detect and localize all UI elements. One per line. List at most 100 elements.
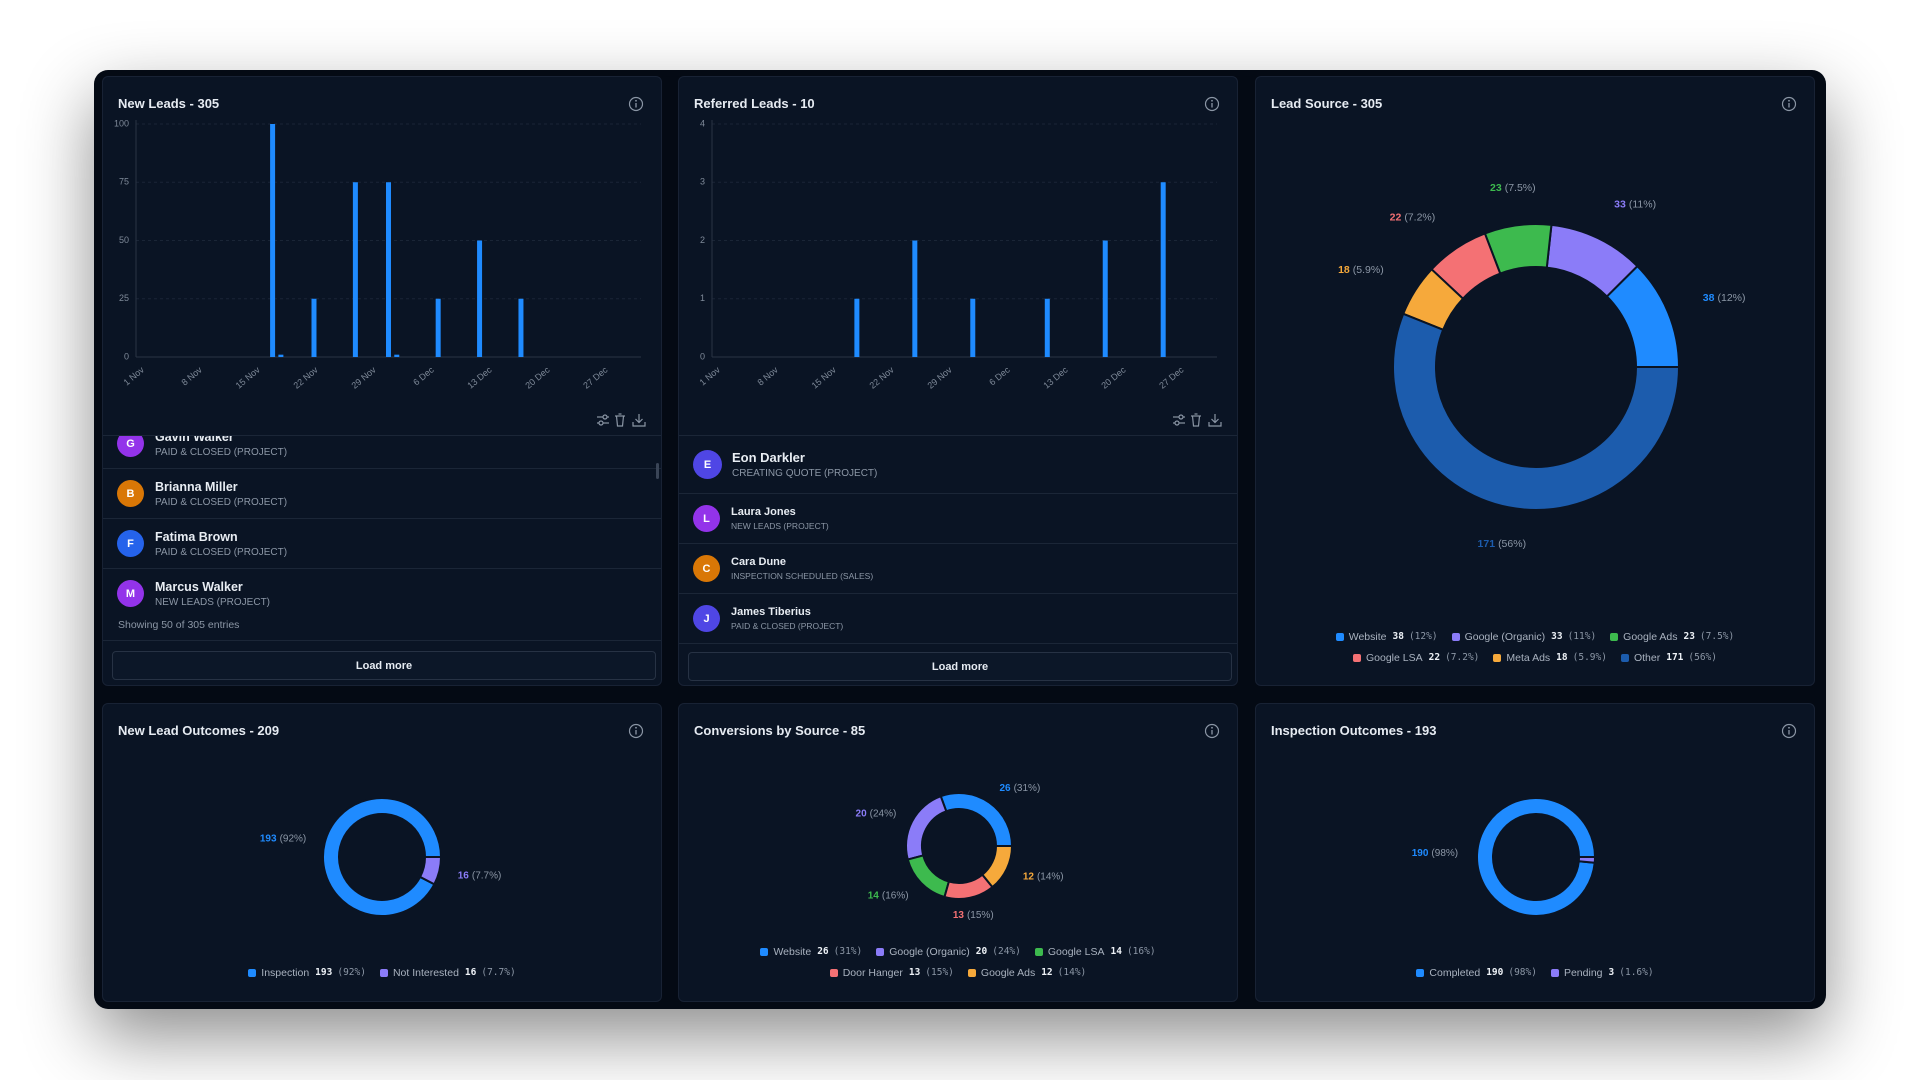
lead-row: E Eon Darkler CREATING QUOTE (PROJECT) [679,436,1237,494]
data-label-value: 23 [1490,182,1502,194]
y-tick-label: 100 [114,118,129,128]
y-tick-label: 1 [700,293,705,303]
data-label-value: 16 [458,870,470,881]
legend-label: Google LSA [1047,945,1105,958]
data-label: 20 (24%) [856,808,897,819]
legend-item: Google Ads 12 (14%) [967,967,1086,979]
legend-row: Website 38 (12%) Google (Organic) 33 (11%) Goo… [1256,626,1814,647]
bar [278,354,284,357]
legend-value: 12 [1041,967,1053,978]
legend-label: Not Interested [392,966,459,979]
delete-icon[interactable] [615,413,625,427]
legend-swatch [967,968,976,977]
legend-swatch [1610,632,1619,641]
legend-label: Door Hanger [842,966,903,979]
legend-label: Other [1633,651,1661,664]
donut-segment [980,845,1014,889]
legend-value: 193 [315,967,333,978]
info-icon[interactable] [1204,96,1220,112]
data-label: 18 (5.9%) [1338,264,1384,276]
lead-name: Eon Darkler [732,450,805,465]
y-tick-label: 0 [700,351,705,361]
legend-item: Pending 3 (1.6%) [1550,967,1654,979]
legend-item: Door Hanger 13 (15%) [829,966,954,979]
info-icon[interactable] [1204,723,1220,739]
lead-text: James Tiberius PAID & CLOSED (PROJECT) [731,606,843,631]
legend-value: 16 [464,967,477,978]
lead-status: INSPECTION SCHEDULED (SALES) [731,571,874,581]
legend-swatch [379,968,388,977]
legend-item: Google LSA 14 (16%) [1034,945,1156,958]
y-tick-label: 75 [119,177,129,187]
legend-label: Google (Organic) [1464,630,1546,643]
bar-chart: 0 25 50 75 100 1 Nov 8 Nov 15 Nov 22 Nov 29 Nov 6 … [114,118,641,391]
inspection-outcomes-panel: 190 (98%) Inspection Outcomes - 193 Compl… [1255,703,1815,1002]
legend-value: 3 [1608,967,1615,978]
x-tick-label: 13 Dec [1041,364,1070,390]
info-icon[interactable] [628,96,644,112]
legend-label: Google LSA [1365,651,1423,664]
lead-row: M Marcus Walker NEW LEADS (PROJECT) [103,569,661,617]
download-icon[interactable] [632,414,646,427]
lead-row: F Fatima Brown PAID & CLOSED (PROJECT) [103,519,661,569]
data-label-percent: (14%) [1037,871,1064,882]
legend-row: Inspection 193 (92%) Not Interested 16 (7.7%) [103,962,661,983]
scrollbar[interactable] [656,463,659,479]
delete-icon[interactable] [1191,413,1201,427]
legend-swatch [1416,968,1425,977]
data-label-percent: (24%) [870,808,897,819]
panel-title: Inspection Outcomes - 193 [1271,723,1437,738]
info-icon[interactable] [1781,723,1797,739]
bar [518,298,524,357]
donut-segment [905,794,948,861]
legend-percent: (15%) [925,967,954,978]
x-tick-label: 1 Nov [122,364,147,387]
panel-title: Conversions by Source - 85 [694,723,866,738]
donut-chart: 38 (12%) 33 (11%) 23 (7.5%) 22 (7.2%) 18 (5.9%) 17… [1338,182,1745,550]
data-label-percent: (56%) [1498,538,1526,550]
data-label-percent: (5.9%) [1353,264,1384,276]
download-icon[interactable] [1208,414,1222,427]
legend-swatch [1451,632,1460,641]
x-tick-label: 6 Dec [987,364,1012,387]
chart-toolbar [1173,413,1222,427]
data-label: 12 (14%) [1023,871,1064,882]
donut-segment [1577,856,1597,864]
bar [394,354,400,357]
x-tick-label: 29 Nov [349,364,378,390]
bar [386,182,391,357]
lead-list-inner: G Gavin Walker PAID & CLOSED (PROJECT) B Bri… [103,436,661,617]
filter-icon[interactable] [597,414,609,426]
bar [854,298,860,357]
legend-value: 14 [1110,946,1122,957]
lead-name: Laura Jones [731,506,796,518]
legend-value: 13 [908,967,921,978]
legend-percent: (7.7%) [481,967,516,978]
x-tick-label: 1 Nov [698,364,723,387]
divider [103,640,661,641]
data-label: 13 (15%) [953,910,994,921]
legend-percent: (56%) [1688,652,1717,663]
info-icon[interactable] [1781,96,1797,112]
y-tick-label: 25 [119,293,129,303]
legend-percent: (7.5%) [1699,631,1735,642]
lead-name: Fatima Brown [155,529,238,544]
legend-item: Google (Organic) 20 (24%) [876,946,1021,958]
data-label-percent: (7.2%) [1404,211,1435,223]
data-label: 33 (11%) [1614,198,1656,210]
load-more-button[interactable]: Load more [112,651,656,680]
avatar: L [693,505,720,532]
legend-swatch [1550,968,1559,977]
data-label-percent: (16%) [882,890,909,901]
filter-icon[interactable] [1173,414,1185,426]
dashboard: 0 25 50 75 100 1 Nov 8 Nov 15 Nov 22 Nov 29 Nov 6 … [94,70,1826,1009]
data-label: 16 (7.7%) [458,870,502,881]
x-tick-label: 6 Dec [411,364,436,387]
legend-item: Other 171 (56%) [1620,651,1717,664]
bar [477,240,483,357]
load-more-button[interactable]: Load more [688,652,1232,681]
info-icon[interactable] [628,723,644,739]
bar [1044,298,1050,357]
avatar: F [117,530,144,557]
data-label-percent: (7.7%) [472,870,501,881]
